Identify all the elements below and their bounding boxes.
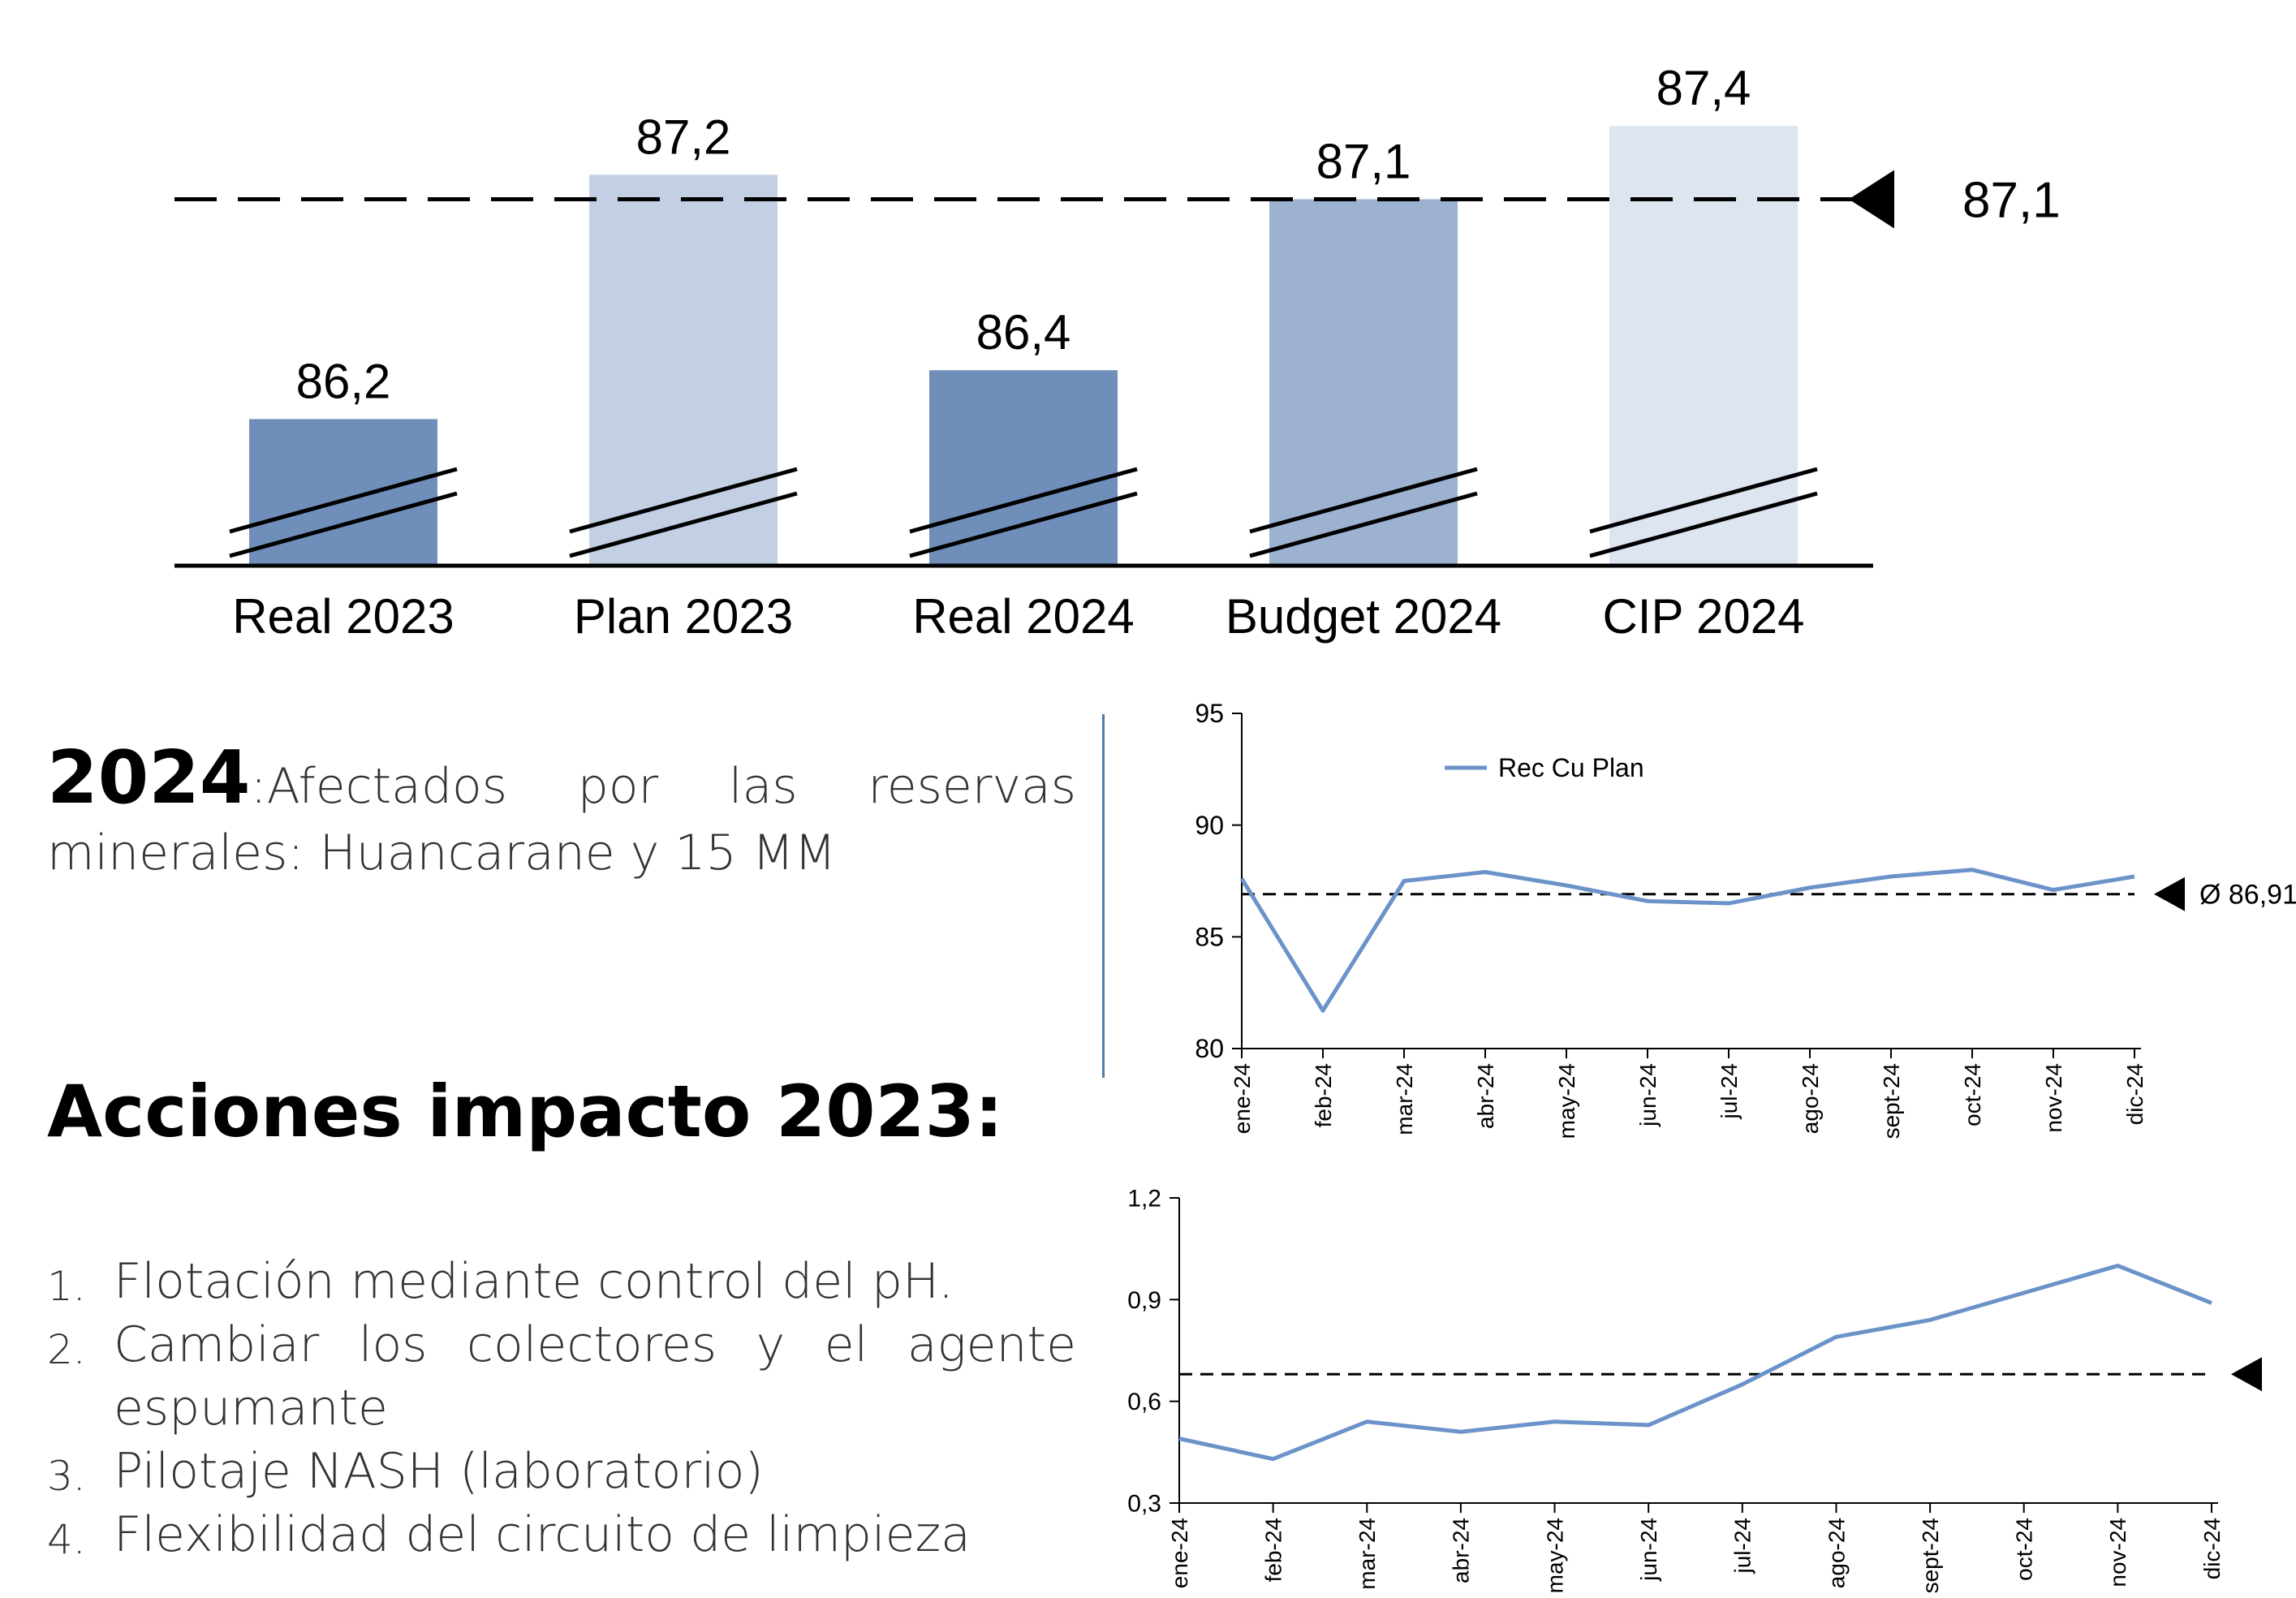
bar-value-label: 87,2 — [636, 110, 731, 164]
x-tick-label: jun-24 — [1635, 1063, 1661, 1127]
x-tick-label: dic-24 — [2122, 1063, 2147, 1125]
x-tick-label: feb-24 — [1311, 1063, 1336, 1127]
reference-marker-icon — [2231, 1357, 2262, 1392]
list-item: 4. Flexibilidad del circuito de limpieza — [47, 1503, 1076, 1566]
list-item-number: 4. — [47, 1516, 86, 1563]
vertical-divider — [1102, 714, 1105, 1078]
actions-title: Acciones impacto 2023: — [47, 1070, 1004, 1153]
x-tick-label: ago-24 — [1824, 1518, 1849, 1588]
axis-break-line — [909, 467, 1138, 534]
series-line — [1178, 1264, 2212, 1462]
axis-break-line — [1589, 467, 1818, 534]
category-label: Real 2023 — [232, 589, 454, 644]
x-tick-label: ago-24 — [1798, 1063, 1823, 1134]
list-item: 3. Pilotaje NASH (laboratorio) — [47, 1440, 1076, 1503]
list-item: 2. Cambiar los colectores y el agente esp… — [47, 1313, 1076, 1440]
y-tick-label: 0,6 — [1127, 1389, 1161, 1415]
x-tick-label: sept-24 — [1918, 1518, 1943, 1593]
category-label: Real 2024 — [912, 589, 1135, 644]
x-tick-label: dic-24 — [2199, 1518, 2225, 1579]
x-tick-label: mar-24 — [1355, 1518, 1380, 1590]
list-item-text: Flexibilidad del circuito de limpieza — [114, 1506, 971, 1563]
y-tick-label: 0,3 — [1127, 1491, 1161, 1518]
category-label: CIP 2024 — [1602, 589, 1804, 644]
bar-value-label: 86,4 — [976, 305, 1071, 360]
reference-marker-icon — [2154, 877, 2185, 911]
axis-break-line — [1249, 491, 1478, 558]
x-tick-label: ene-24 — [1167, 1518, 1192, 1588]
bar-value-label: 87,4 — [1656, 61, 1751, 115]
list-item-text: Cambiar los colectores y el agente espum… — [114, 1316, 1076, 1436]
reference-marker-icon — [1849, 170, 1894, 229]
reference-value-label: 87,1 — [1962, 172, 2061, 228]
list-item: 1. Flotación mediante control del pH. — [47, 1250, 1076, 1313]
x-tick-label: jul-24 — [1730, 1518, 1755, 1574]
bar-chart: 86,2 Real 2023 87,2 Plan 2023 86,4 Real 2024 8… — [174, 61, 2061, 644]
intro-text: Afectados por las reservas minerales: Hu… — [47, 758, 1076, 881]
list-item-text: Flotación mediante control del pH. — [114, 1253, 954, 1310]
intro-block: 2024:Afectados por las reservas minerale… — [47, 742, 1076, 886]
x-tick-label: jul-24 — [1717, 1063, 1742, 1119]
list-item-number: 1. — [47, 1263, 86, 1310]
axis-break-line — [1249, 467, 1478, 534]
x-tick-label: jun-24 — [1636, 1518, 1661, 1582]
x-tick-label: nov-24 — [2041, 1063, 2066, 1133]
x-tick-label: ene-24 — [1230, 1063, 1255, 1134]
bar-value-label: 87,1 — [1316, 134, 1411, 188]
reference-value-label: Ø 86,91 — [2199, 880, 2296, 911]
list-item-number: 3. — [47, 1453, 86, 1500]
line-chart-rec-cu: 80 85 90 95 ene-24 feb-24 mar-24 abr-24 may-24 ju… — [1195, 699, 2296, 1139]
axis-break-line — [229, 491, 458, 558]
y-tick-label: 1,2 — [1127, 1186, 1161, 1212]
x-tick-label: abr-24 — [1449, 1518, 1474, 1583]
intro-year: 2024 — [47, 735, 251, 821]
x-tick-label: may-24 — [1554, 1063, 1579, 1139]
y-tick-label: 80 — [1195, 1034, 1224, 1063]
intro-colon: : — [250, 758, 267, 815]
y-tick-label: 95 — [1195, 699, 1224, 728]
list-item-text: Pilotaje NASH (laboratorio) — [114, 1443, 764, 1500]
x-tick-label: may-24 — [1542, 1518, 1567, 1593]
y-tick-label: 85 — [1195, 923, 1224, 952]
y-tick-label: 90 — [1195, 811, 1224, 840]
y-tick-label: 0,9 — [1127, 1287, 1161, 1314]
axis-break-line — [909, 491, 1138, 558]
intro-paragraph: 2024:Afectados por las reservas minerale… — [47, 742, 1076, 886]
list-item-number: 2. — [47, 1326, 86, 1373]
x-tick-label: oct-24 — [2012, 1518, 2037, 1581]
line-chart-second: 0,3 0,6 0,9 1,2 ene-24 feb-24 mar-24 abr-24 may-… — [1127, 1186, 2262, 1593]
bar — [929, 370, 1118, 566]
x-tick-label: sept-24 — [1879, 1063, 1904, 1139]
axis-break-line — [229, 467, 458, 534]
x-tick-label: mar-24 — [1392, 1063, 1417, 1135]
axis-break-line — [569, 491, 798, 558]
series-line — [1239, 868, 2135, 1013]
x-tick-label: feb-24 — [1260, 1518, 1286, 1582]
actions-list: 1. Flotación mediante control del pH. 2. C… — [47, 1250, 1076, 1566]
axis-break-line — [1589, 491, 1818, 558]
category-label: Budget 2024 — [1226, 589, 1501, 644]
x-tick-label: oct-24 — [1960, 1063, 1985, 1126]
category-label: Plan 2023 — [574, 589, 793, 644]
legend-label: Rec Cu Plan — [1498, 753, 1644, 782]
x-tick-label: nov-24 — [2105, 1518, 2130, 1587]
bar — [1269, 199, 1458, 566]
bar-value-label: 86,2 — [296, 354, 391, 408]
axis-break-line — [569, 467, 798, 534]
x-tick-label: abr-24 — [1473, 1063, 1498, 1129]
